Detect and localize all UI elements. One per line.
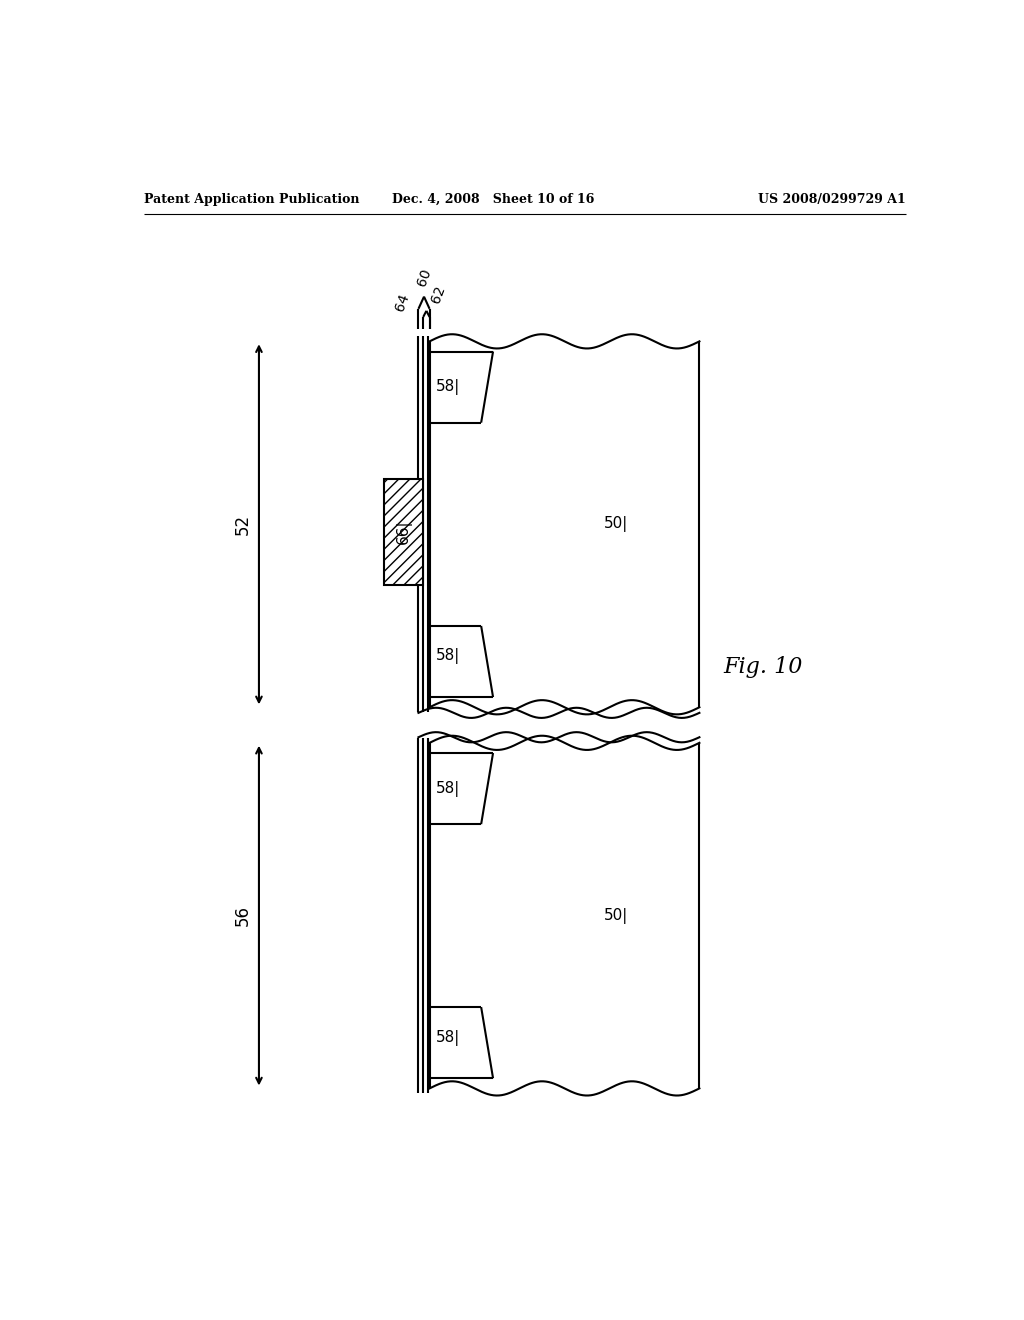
Text: 56: 56	[234, 906, 252, 927]
Text: 60: 60	[415, 267, 433, 289]
Bar	[384, 479, 423, 585]
Text: Dec. 4, 2008   Sheet 10 of 16: Dec. 4, 2008 Sheet 10 of 16	[392, 193, 594, 206]
Bar	[384, 479, 423, 585]
Text: Patent Application Publication: Patent Application Publication	[143, 193, 359, 206]
Text: 66|: 66|	[395, 520, 412, 544]
Text: 58|: 58|	[436, 780, 461, 796]
Text: US 2008/0299729 A1: US 2008/0299729 A1	[758, 193, 905, 206]
Text: Fig. 10: Fig. 10	[723, 656, 803, 677]
Text: 58|: 58|	[436, 1030, 461, 1045]
Text: 62: 62	[429, 284, 447, 305]
Text: 50|: 50|	[604, 516, 629, 532]
Text: 64: 64	[393, 292, 413, 313]
Text: 50|: 50|	[604, 908, 629, 924]
Text: 58|: 58|	[436, 379, 461, 395]
Text: 58|: 58|	[436, 648, 461, 664]
Text: 52: 52	[234, 513, 252, 535]
